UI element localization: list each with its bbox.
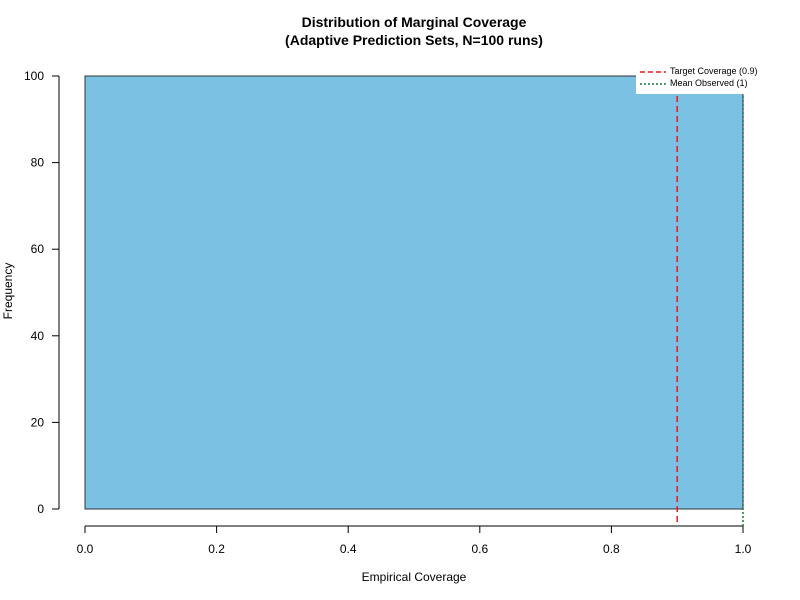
x-tick-label: 0.2	[208, 542, 225, 556]
y-tick-label: 0	[37, 502, 44, 516]
y-axis-label: Frequency	[1, 262, 15, 320]
x-tick-label: 0.8	[603, 542, 620, 556]
dotted-line-icon	[640, 83, 666, 85]
x-tick-label: 0.0	[77, 542, 94, 556]
legend-label-target: Target Coverage (0.9)	[670, 66, 758, 76]
y-tick-label: 40	[31, 329, 45, 343]
legend: Target Coverage (0.9) Mean Observed (1)	[636, 62, 770, 94]
x-tick-label: 1.0	[735, 542, 752, 556]
dashed-line-icon	[640, 71, 666, 73]
x-axis-label: Empirical Coverage	[361, 570, 467, 584]
y-tick-label: 20	[31, 415, 45, 429]
chart-subtitle: (Adaptive Prediction Sets, N=100 runs)	[285, 32, 543, 48]
y-tick-label: 80	[31, 156, 45, 170]
y-tick-label: 60	[31, 242, 45, 256]
x-tick-label: 0.6	[471, 542, 488, 556]
legend-label-mean: Mean Observed (1)	[670, 78, 748, 88]
chart-title: Distribution of Marginal Coverage	[301, 14, 527, 30]
histogram-bar	[84, 75, 744, 510]
x-tick-label: 0.4	[340, 542, 357, 556]
y-tick-label: 100	[24, 69, 44, 83]
